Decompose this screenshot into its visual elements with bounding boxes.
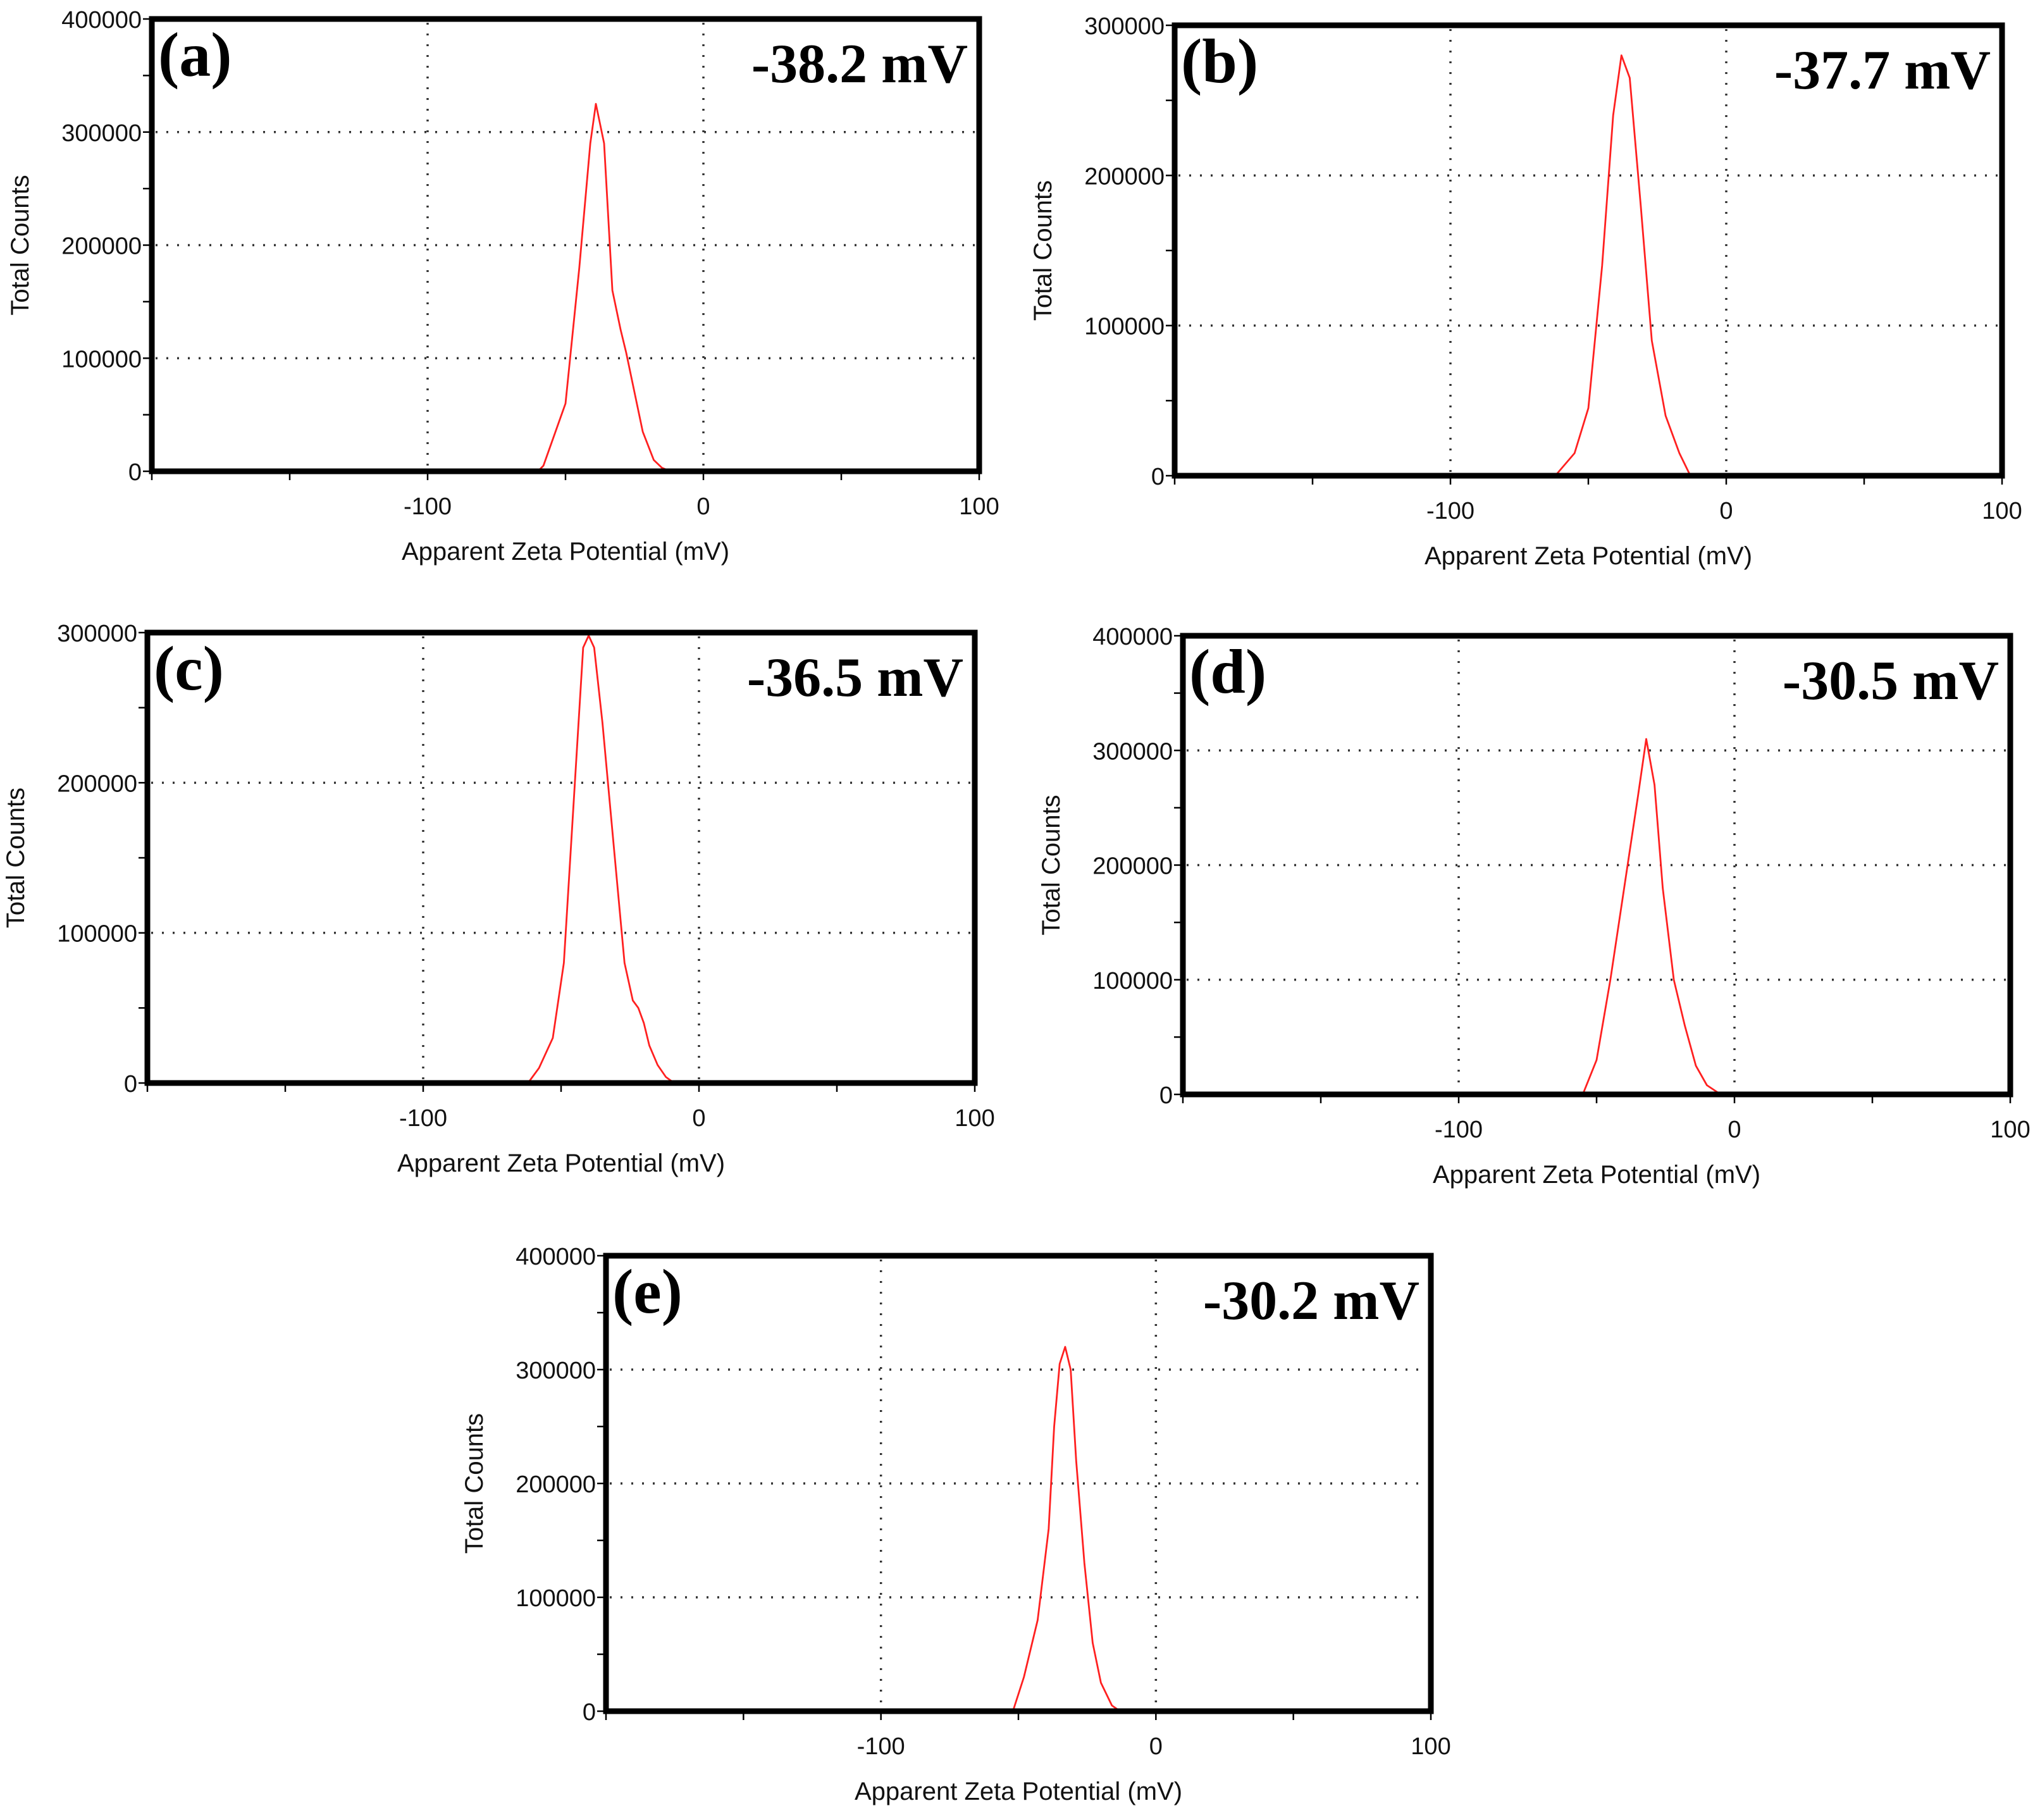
y-tick-label: 300000: [516, 1358, 596, 1384]
distribution-line: [147, 635, 975, 1084]
x-axis-label: Apparent Zeta Potential (mV): [397, 1149, 725, 1177]
y-axis-label: Total Counts: [1029, 180, 1057, 321]
x-tick-label: 0: [692, 1105, 705, 1132]
plot-frame: [144, 629, 978, 1086]
y-tick-label: 200000: [61, 233, 142, 260]
y-tick-label: 100000: [516, 1585, 596, 1612]
plot-frame: [1180, 633, 2013, 1098]
y-tick-label: 200000: [1092, 853, 1173, 880]
y-tick-label: 200000: [57, 771, 137, 797]
y-tick-label: 100000: [57, 921, 137, 948]
y-tick-label: 300000: [1084, 13, 1165, 40]
y-tick-label: 300000: [61, 120, 142, 147]
x-tick-label: 0: [1149, 1733, 1163, 1760]
zeta-potential-value: -30.2 mV: [1203, 1270, 1419, 1332]
chart-panel-a: 0 100000 200000 300000 400000 -100 0 100 Apparen…: [6, 7, 999, 566]
y-axis-label: Total Counts: [2, 788, 30, 928]
plot-frame: [603, 1253, 1434, 1714]
panel-label: (e): [612, 1256, 683, 1327]
chart-panel-e: 0 100000 200000 300000 400000 -100 0 100 Apparen…: [461, 1244, 1451, 1805]
panel-label: (b): [1181, 26, 1258, 96]
y-tick-label: 300000: [57, 621, 137, 647]
y-tick-label: 0: [124, 1071, 137, 1098]
x-tick-label: -100: [399, 1105, 447, 1132]
y-axis-label: Total Counts: [461, 1413, 488, 1554]
x-tick-label: 100: [1990, 1117, 2030, 1143]
x-tick-label: 0: [696, 493, 710, 520]
zeta-potential-value: -30.5 mV: [1783, 650, 1999, 712]
x-tick-label: -100: [1435, 1117, 1483, 1143]
distribution-line: [1183, 738, 2010, 1096]
y-tick-label: 200000: [516, 1471, 596, 1498]
y-axis-label: Total Counts: [1037, 795, 1065, 935]
x-tick-label: 0: [1728, 1117, 1741, 1143]
chart-panel-b: 0 100000 200000 300000 -100 0 100 Apparent Zeta…: [1029, 13, 2022, 570]
y-tick-label: 0: [1159, 1082, 1173, 1109]
y-tick-label: 400000: [516, 1244, 596, 1270]
distribution-line: [606, 1346, 1431, 1712]
chart-panel-d: 0 100000 200000 300000 400000 -100 0 100 Apparen…: [1037, 624, 2031, 1189]
panel-label: (d): [1189, 636, 1266, 707]
x-axis-label: Apparent Zeta Potential (mV): [1433, 1161, 1760, 1189]
x-tick-label: 100: [955, 1105, 994, 1132]
y-tick-label: 300000: [1092, 738, 1173, 765]
x-axis-label: Apparent Zeta Potential (mV): [1425, 542, 1752, 570]
x-axis-label: Apparent Zeta Potential (mV): [855, 1778, 1182, 1805]
distribution-line: [152, 102, 979, 473]
y-tick-label: 200000: [1084, 163, 1165, 190]
x-axis-label: Apparent Zeta Potential (mV): [402, 538, 729, 566]
y-tick-label: 0: [583, 1699, 596, 1726]
y-tick-label: 100000: [1092, 968, 1173, 994]
panel-label: (c): [154, 633, 224, 703]
x-tick-label: 100: [1982, 498, 2022, 524]
x-tick-label: -100: [404, 493, 452, 520]
x-tick-label: 0: [1719, 498, 1733, 524]
x-tick-label: 100: [959, 493, 999, 520]
zeta-potential-value: -38.2 mV: [751, 34, 968, 95]
y-tick-label: 0: [128, 459, 142, 486]
x-tick-label: 100: [1411, 1733, 1450, 1760]
y-tick-label: 100000: [61, 346, 142, 373]
x-tick-label: -100: [857, 1733, 905, 1760]
plot-frame: [149, 16, 982, 474]
zeta-potential-value: -37.7 mV: [1774, 40, 1991, 101]
y-tick-label: 400000: [61, 7, 142, 34]
y-tick-label: 400000: [1092, 624, 1173, 650]
y-axis-label: Total Counts: [6, 175, 34, 315]
panel-label: (a): [158, 20, 232, 90]
distribution-line: [1175, 54, 2002, 477]
zeta-potential-value: -36.5 mV: [747, 647, 963, 709]
y-tick-label: 100000: [1084, 314, 1165, 340]
x-tick-label: -100: [1426, 498, 1474, 524]
chart-panel-c: 0 100000 200000 300000 -100 0 100 Apparent Zeta…: [2, 621, 995, 1177]
plot-frame: [1171, 22, 2005, 479]
y-tick-label: 0: [1151, 464, 1165, 490]
